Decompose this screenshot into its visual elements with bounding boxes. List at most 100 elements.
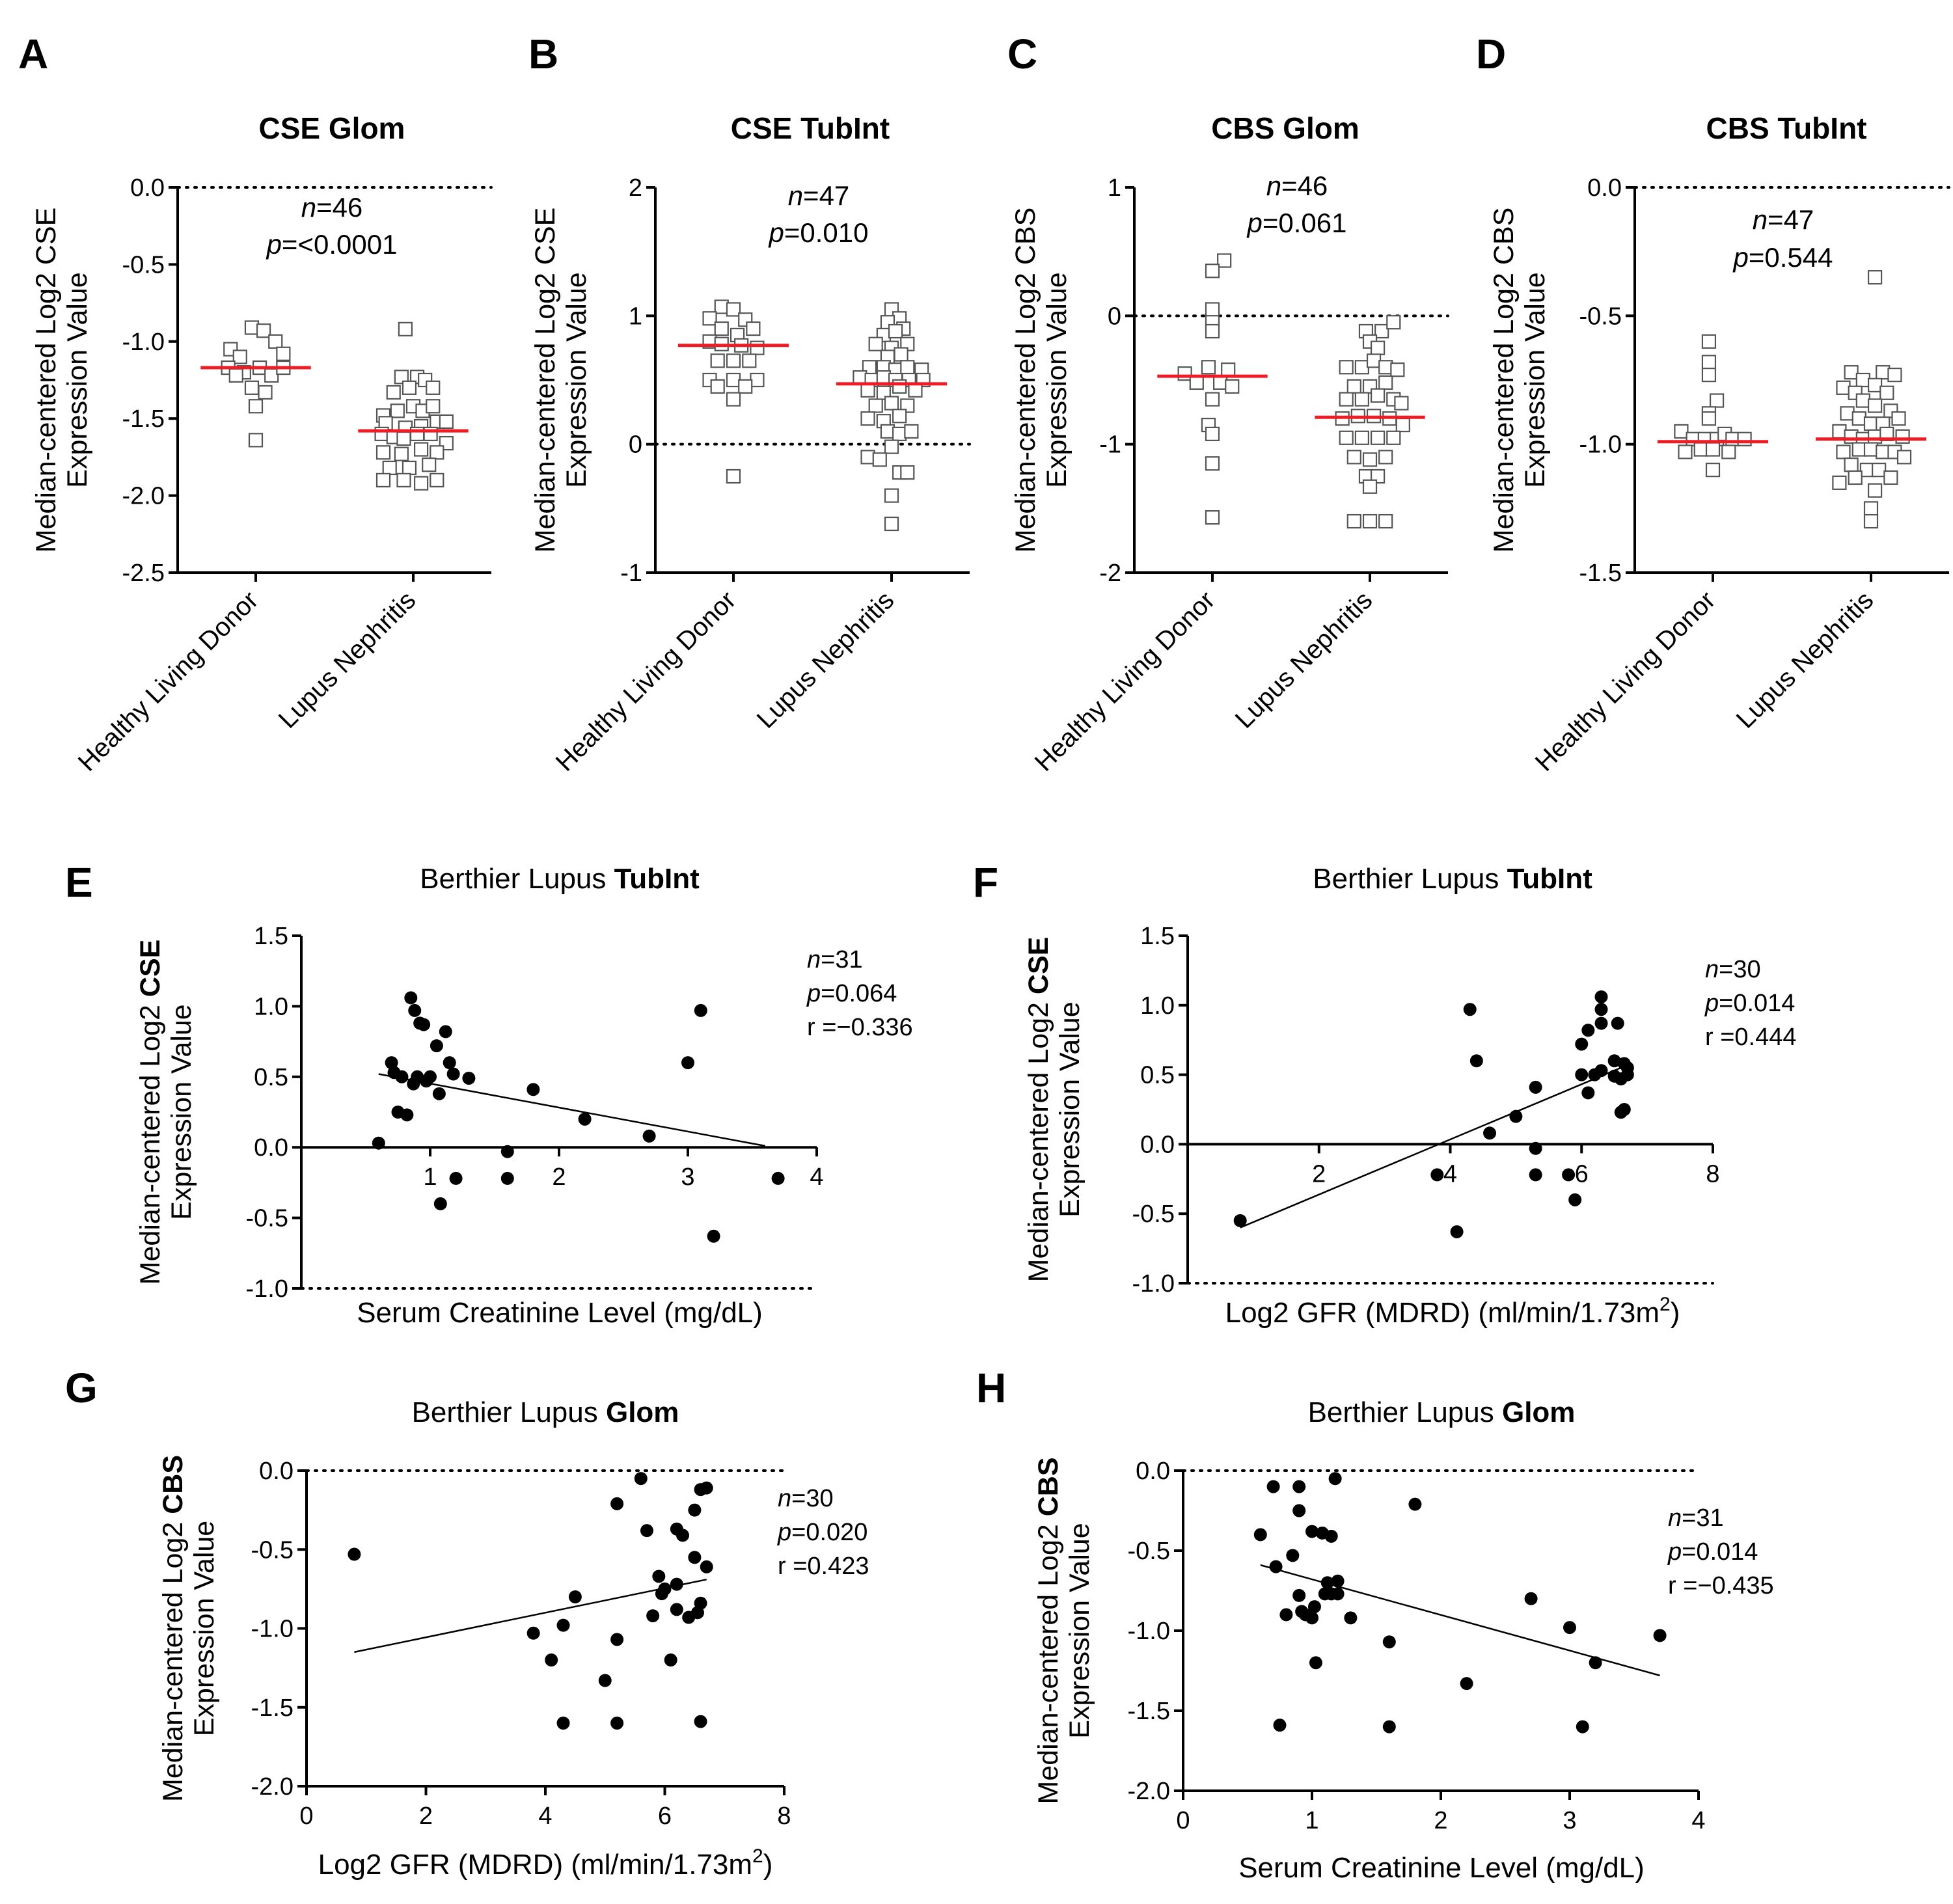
data-point (714, 321, 729, 336)
data-point (396, 472, 411, 488)
data-point (894, 347, 908, 362)
data-point (1575, 1068, 1589, 1081)
data-point (1273, 1719, 1287, 1732)
data-point (372, 1136, 385, 1150)
data-point (1607, 1054, 1621, 1068)
data-point (1701, 355, 1717, 370)
regression-line (378, 1073, 766, 1147)
stat-n: n=31 (1668, 1504, 1724, 1532)
data-point (726, 302, 741, 317)
data-point (1233, 1214, 1247, 1227)
panel-label: A (18, 31, 48, 77)
panel-label: B (528, 31, 558, 77)
data-point (1469, 1054, 1483, 1068)
y-axis-label: Median-centered Log2 CSEExpression Value (530, 208, 592, 553)
data-point (276, 346, 291, 361)
data-point (1408, 1497, 1422, 1511)
panel-E: E Berthier Lupus TubInt Median-centered Lo… (65, 859, 913, 1329)
data-point (443, 1056, 456, 1070)
data-point (1292, 1480, 1306, 1493)
data-point (1217, 253, 1232, 268)
y-tick-label: 2 (629, 174, 642, 202)
data-point (1339, 392, 1354, 407)
category-label: Lupus Nephritis (1731, 586, 1879, 734)
data-point (1674, 424, 1689, 439)
x-tick-label: 1 (423, 1163, 437, 1191)
data-point (1189, 375, 1204, 390)
data-point (860, 383, 875, 398)
category-label: Healthy Living Donor (73, 586, 264, 777)
data-point (1201, 360, 1216, 375)
data-point (700, 1481, 713, 1495)
data-point (1863, 416, 1879, 431)
y-tick-label: 0.0 (259, 1458, 294, 1485)
data-point (1568, 1193, 1582, 1206)
y-axis-label: Median-centered Log2 CBSExpression Value (1010, 208, 1072, 553)
data-point (860, 450, 875, 465)
data-point (385, 1056, 398, 1070)
data-point (884, 488, 899, 503)
data-point (396, 431, 411, 446)
data-point (258, 385, 273, 400)
stat-p: p=˂0.0001 (266, 229, 398, 260)
data-point (390, 403, 405, 418)
data-point (1374, 323, 1389, 339)
data-point (694, 1715, 707, 1728)
data-point (1581, 1086, 1595, 1100)
data-point (1851, 442, 1866, 457)
y-tick-label: -2.0 (1128, 1778, 1170, 1805)
data-point (526, 1083, 540, 1096)
y-tick-label: -0.5 (251, 1536, 294, 1564)
data-point (1382, 1720, 1396, 1734)
data-point (1366, 353, 1382, 368)
data-point (1362, 513, 1378, 529)
data-point (1292, 1504, 1306, 1517)
data-point (652, 1570, 666, 1583)
panel-label: F (973, 859, 998, 906)
y-axis-label: Median-centered Log2 CSEExpression Value (135, 940, 197, 1285)
data-point (688, 1503, 702, 1517)
data-point (1331, 1574, 1345, 1588)
data-point (1339, 360, 1354, 375)
panel-label: D (1476, 31, 1506, 77)
data-point (1737, 431, 1752, 446)
data-point (726, 372, 741, 388)
y-tick-label: -1 (1099, 431, 1121, 459)
data-point (598, 1674, 612, 1687)
data-point (726, 469, 741, 484)
data-point (1872, 463, 1887, 478)
data-point (1354, 430, 1369, 445)
stat-p: p=0.014 (1704, 990, 1795, 1017)
data-point (439, 1025, 452, 1039)
data-point (386, 385, 401, 400)
data-point (228, 368, 243, 383)
data-point (658, 1582, 672, 1596)
y-tick-label: -1.5 (122, 405, 165, 433)
y-tick-label: -2 (1099, 560, 1121, 587)
data-point (884, 516, 899, 532)
data-point (1346, 450, 1361, 465)
data-point (248, 399, 264, 414)
data-point (382, 460, 397, 476)
data-point (900, 360, 915, 375)
data-point (888, 323, 903, 339)
x-tick-label: 8 (1706, 1160, 1719, 1188)
data-point (1701, 411, 1717, 426)
data-point (526, 1626, 540, 1640)
x-tick-label: 2 (1434, 1807, 1447, 1834)
panel-title: CBS TubInt (1706, 111, 1867, 145)
data-point (1339, 430, 1354, 445)
data-point (1378, 375, 1393, 390)
data-point (860, 411, 875, 426)
data-point (439, 414, 454, 429)
data-point (1891, 411, 1906, 426)
panel-F: F Berthier Lupus TubInt Median-centered Lo… (973, 859, 1797, 1329)
panel-title: Berthier Lupus Glom (412, 1396, 679, 1428)
stat-r: r =0.423 (778, 1553, 869, 1580)
data-point (395, 1070, 409, 1083)
data-point (1705, 463, 1721, 478)
panel-title: CSE Glom (259, 111, 405, 145)
stat-p: p=0.020 (777, 1519, 867, 1546)
data-point (500, 1145, 514, 1158)
